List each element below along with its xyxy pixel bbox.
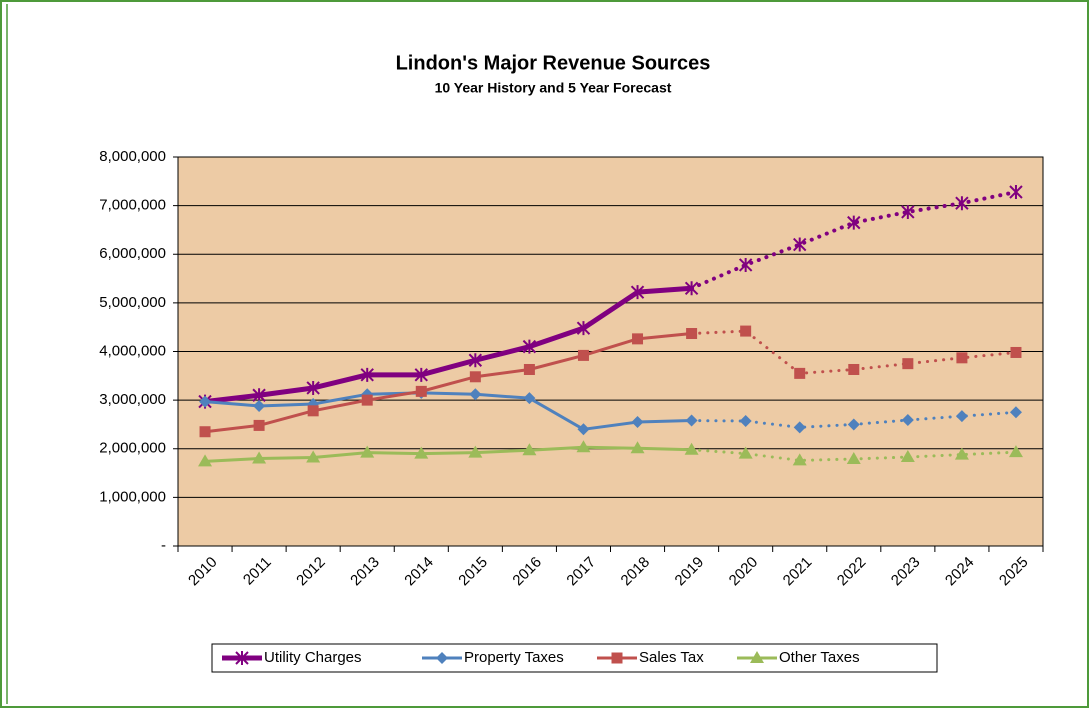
- line: [203, 332, 694, 434]
- marker: [902, 358, 914, 370]
- marker: [847, 215, 861, 230]
- legend: Utility Charges Property Taxes Sales Tax Ot…: [211, 643, 938, 673]
- marker: [739, 415, 752, 428]
- marker: [1009, 406, 1022, 419]
- marker: [900, 450, 915, 463]
- marker: [577, 423, 590, 436]
- marker: [252, 451, 267, 464]
- marker: [468, 353, 483, 368]
- chart-title: Lindon's Major Revenue Sources: [396, 52, 711, 74]
- marker: [523, 392, 536, 405]
- marker: [848, 363, 860, 375]
- marker: [740, 325, 752, 337]
- marker: [235, 651, 249, 665]
- marker: [847, 418, 860, 431]
- marker: [361, 394, 373, 406]
- marker: [793, 421, 806, 434]
- marker: [252, 388, 266, 403]
- y-tick-label: -: [161, 537, 166, 554]
- marker: [414, 446, 429, 459]
- marker: [360, 445, 375, 458]
- marker: [793, 237, 807, 252]
- y-tick-label: 3,000,000: [99, 391, 166, 408]
- marker: [632, 333, 644, 345]
- chart-subtitle: 10 Year History and 5 Year Forecast: [435, 80, 672, 96]
- line: [202, 285, 695, 405]
- marker: [738, 446, 753, 459]
- marker: [684, 442, 699, 455]
- marker: [1009, 185, 1023, 200]
- marker: [631, 416, 644, 429]
- marker: [306, 450, 321, 463]
- marker: [415, 385, 427, 397]
- legend-label: Property Taxes: [464, 649, 564, 666]
- marker: [630, 441, 645, 454]
- marker: [956, 352, 968, 364]
- marker: [253, 419, 265, 431]
- marker: [1010, 346, 1022, 358]
- marker: [522, 339, 537, 354]
- marker: [750, 651, 764, 663]
- marker: [577, 349, 589, 361]
- y-tick-label: 4,000,000: [99, 342, 166, 359]
- marker: [686, 328, 698, 340]
- legend-box: [211, 643, 938, 673]
- marker: [469, 388, 482, 401]
- marker: [522, 443, 537, 456]
- marker: [199, 426, 211, 438]
- marker: [360, 367, 374, 382]
- line: [203, 445, 694, 463]
- marker: [738, 257, 753, 272]
- marker: [901, 414, 914, 427]
- marker: [436, 652, 448, 664]
- y-tick-label: 2,000,000: [99, 440, 166, 457]
- marker: [685, 414, 698, 427]
- legend-label: Other Taxes: [779, 649, 860, 666]
- marker: [198, 454, 213, 467]
- marker: [955, 196, 969, 211]
- y-tick-label: 7,000,000: [99, 197, 166, 214]
- marker: [253, 399, 266, 412]
- marker: [199, 395, 212, 408]
- marker: [954, 447, 969, 460]
- marker: [307, 405, 319, 417]
- marker: [1008, 445, 1023, 458]
- legend-label: Sales Tax: [639, 649, 704, 666]
- marker: [468, 445, 483, 458]
- y-tick-label: 6,000,000: [99, 245, 166, 262]
- marker: [576, 440, 591, 453]
- marker: [630, 285, 645, 300]
- marker: [792, 453, 807, 466]
- marker: [794, 367, 806, 379]
- y-tick-label: 5,000,000: [99, 294, 166, 311]
- marker: [469, 371, 481, 383]
- marker: [955, 410, 968, 423]
- marker: [684, 281, 699, 296]
- marker: [576, 321, 591, 336]
- legend-label: Utility Charges: [264, 649, 362, 666]
- line: [203, 391, 694, 431]
- marker: [414, 367, 428, 382]
- y-tick-label: 1,000,000: [99, 488, 166, 505]
- marker: [306, 380, 320, 395]
- marker: [611, 652, 623, 664]
- y-tick-label: 8,000,000: [99, 148, 166, 165]
- marker: [846, 451, 861, 464]
- marker: [523, 363, 535, 375]
- marker: [901, 204, 915, 219]
